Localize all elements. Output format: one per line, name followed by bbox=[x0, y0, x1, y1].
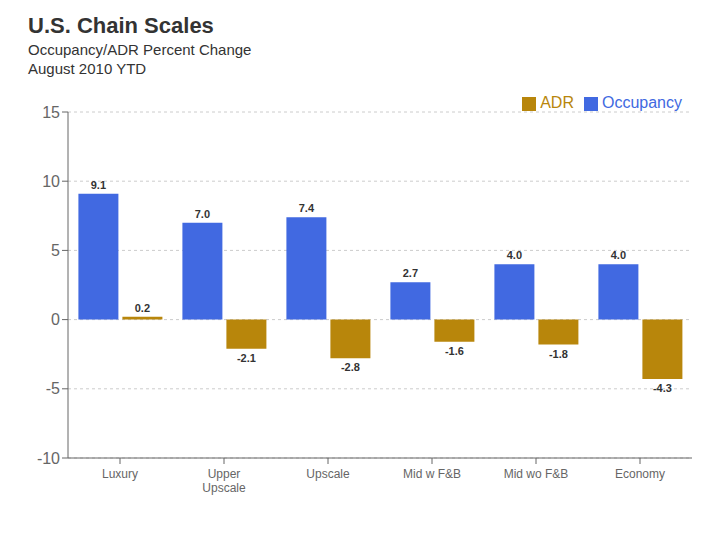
svg-text:2.7: 2.7 bbox=[403, 267, 418, 279]
html-text:ADR: ADR bbox=[540, 94, 574, 111]
svg-text:-2.8: -2.8 bbox=[341, 361, 360, 373]
svg-text:-2.1: -2.1 bbox=[237, 352, 256, 364]
svg-text:-4.3: -4.3 bbox=[653, 382, 672, 394]
svg-text:Luxury: Luxury bbox=[102, 467, 138, 481]
svg-text:-1.8: -1.8 bbox=[549, 348, 568, 360]
svg-text:Upscale: Upscale bbox=[306, 467, 350, 481]
svg-text:-10: -10 bbox=[37, 450, 60, 467]
html-text:Occupancy/ADR Percent Change: Occupancy/ADR Percent Change bbox=[28, 41, 252, 58]
html-text:U.S. Chain Scales: U.S. Chain Scales bbox=[28, 13, 214, 38]
svg-text:Mid w F&B: Mid w F&B bbox=[403, 467, 461, 481]
svg-text:9.1: 9.1 bbox=[91, 179, 106, 191]
svg-text:0.2: 0.2 bbox=[135, 302, 150, 314]
svg-text:UpperUpscale: UpperUpscale bbox=[202, 467, 246, 495]
svg-text:-5: -5 bbox=[46, 380, 60, 397]
svg-text:15: 15 bbox=[42, 104, 60, 121]
svg-text:5: 5 bbox=[51, 242, 60, 259]
html-text:August 2010 YTD: August 2010 YTD bbox=[28, 60, 147, 77]
svg-text:4.0: 4.0 bbox=[507, 249, 522, 261]
svg-text:Mid wo F&B: Mid wo F&B bbox=[504, 467, 569, 481]
svg-text:7.4: 7.4 bbox=[299, 202, 315, 214]
svg-text:Economy: Economy bbox=[615, 467, 665, 481]
svg-text:0: 0 bbox=[51, 311, 60, 328]
svg-text:7.0: 7.0 bbox=[195, 208, 210, 220]
svg-text:10: 10 bbox=[42, 173, 60, 190]
svg-text:-1.6: -1.6 bbox=[445, 345, 464, 357]
svg-text:4.0: 4.0 bbox=[611, 249, 626, 261]
html-text:Occupancy: Occupancy bbox=[602, 94, 682, 111]
